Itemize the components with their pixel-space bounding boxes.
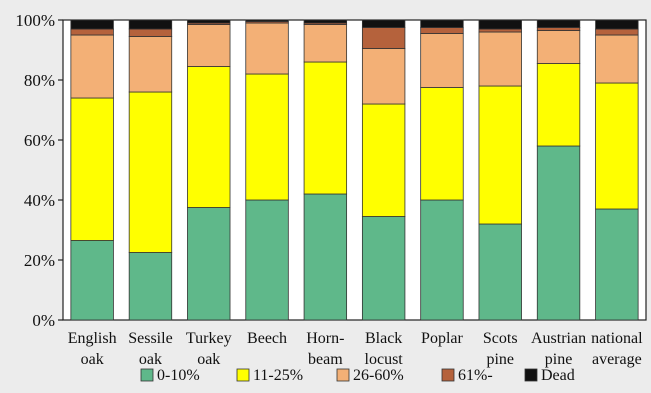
bar-segment-26-60 (128, 36, 173, 93)
y-tick-label: 20% (24, 251, 55, 270)
legend-label: 61%- (458, 367, 493, 384)
bar-segment-dead (478, 19, 522, 30)
legend-label: 26-60% (353, 367, 404, 384)
bar-segment-26-60 (187, 24, 231, 67)
y-tick-label: 100% (15, 11, 55, 30)
x-category-label: Horn- (306, 330, 344, 347)
bar-segment-61 (536, 27, 581, 31)
bar-segment-11-25 (245, 73, 289, 201)
bar-segment-dead (420, 19, 464, 28)
legend-label: Dead (541, 367, 575, 384)
x-category-label: average (592, 351, 642, 368)
bar-segment-26-60 (478, 31, 522, 87)
y-tick-label: 60% (24, 131, 55, 150)
bar-segment-0-10 (478, 223, 522, 321)
x-category-label: national (591, 330, 643, 347)
bar-segment-26-60 (536, 30, 581, 64)
legend-swatch (236, 368, 250, 382)
bar-segment-11-25 (478, 85, 522, 225)
legend-label: 0-10% (157, 367, 200, 384)
bar-segment-0-10 (595, 208, 639, 321)
bar-segment-dead (536, 19, 581, 28)
bar-segment-26-60 (361, 48, 406, 105)
x-category-label: Beech (247, 330, 287, 347)
bar-segment-0-10 (187, 207, 231, 321)
bar-segment-dead (595, 19, 639, 30)
bar-segment-61 (361, 27, 406, 49)
bar-segment-11-25 (361, 103, 406, 217)
bar-segment-dead (187, 19, 231, 24)
bar-segment-26-60 (303, 24, 348, 63)
y-axis: 0% 20% 40% 60% 80% 100% (15, 11, 63, 330)
bar-segment-11-25 (70, 97, 114, 241)
bar-segment-0-10 (361, 216, 406, 321)
bar-segment-11-25 (536, 63, 581, 147)
y-tick-label: 40% (24, 191, 55, 210)
x-category-label: pine (545, 351, 573, 368)
bar-segment-0-10 (128, 252, 173, 321)
bar-segment-61 (595, 28, 639, 36)
bar-segment-11-25 (420, 87, 464, 201)
y-tick-label: 0% (32, 311, 55, 330)
bar-segment-11-25 (187, 66, 231, 208)
legend-swatch (441, 368, 455, 382)
bar-segment-dead (303, 19, 348, 24)
bar-segment-11-25 (303, 61, 348, 195)
bar-segment-11-25 (128, 91, 173, 253)
legend-swatch (524, 368, 538, 382)
bar-segment-26-60 (70, 34, 114, 99)
bar-segment-26-60 (245, 22, 289, 75)
legend-label: 11-25% (253, 367, 303, 384)
x-category-label: oak (139, 351, 162, 368)
y-tick-label: 80% (24, 71, 55, 90)
x-category-label: Austrian (531, 330, 586, 347)
bar-segment-0-10 (536, 145, 581, 321)
bar-segment-0-10 (303, 193, 348, 321)
legend-swatch (336, 368, 350, 382)
bar-segment-61 (478, 28, 522, 33)
bar-segment-61 (420, 27, 464, 34)
bar-segment-0-10 (420, 199, 464, 321)
bar-segment-26-60 (420, 33, 464, 88)
x-category-label: pine (486, 351, 514, 368)
x-category-label: Poplar (421, 330, 463, 347)
x-category-label: Black (365, 330, 402, 347)
bar-segment-0-10 (245, 199, 289, 321)
bar-segment-61 (128, 28, 173, 37)
x-axis: English oak Sessile oak Turkey oak Beech Horn-b… (68, 330, 643, 368)
x-category-label: Scots (483, 330, 518, 347)
bar-segment-dead (245, 19, 289, 22)
x-category-label: English (68, 330, 117, 347)
bar-segment-0-10 (70, 240, 114, 321)
x-category-label: Sessile (128, 330, 172, 347)
legend: 0-10% 11-25% 26-60% 61%- Dead (140, 367, 575, 384)
bars-group (70, 19, 639, 321)
x-category-label: oak (197, 351, 220, 368)
x-category-label: oak (81, 351, 104, 368)
x-category-label: locust (365, 351, 404, 368)
bar-segment-11-25 (595, 82, 639, 210)
bar-segment-26-60 (595, 34, 639, 84)
x-category-label: Turkey (186, 330, 232, 347)
bar-segment-61 (70, 28, 114, 36)
bar-segment-dead (70, 19, 114, 30)
legend-swatch (140, 368, 154, 382)
bar-segment-dead (128, 19, 173, 30)
bar-segment-dead (361, 19, 406, 28)
x-category-label: beam (308, 351, 343, 368)
